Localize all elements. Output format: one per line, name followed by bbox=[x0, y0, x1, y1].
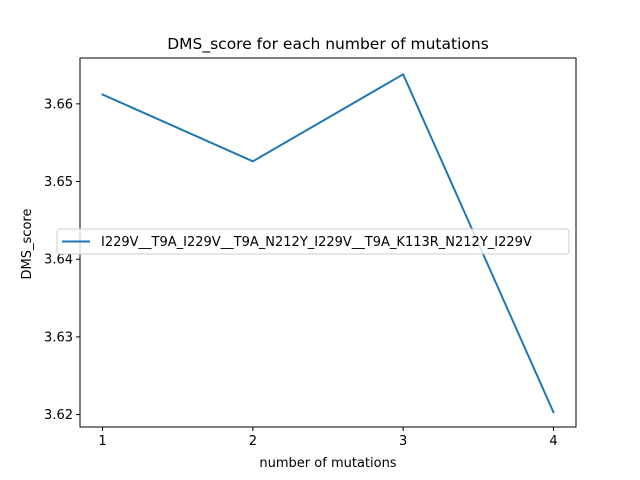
x-tick-label: 1 bbox=[98, 434, 106, 449]
y-tick-label: 3.65 bbox=[44, 175, 73, 190]
legend-label: I229V__T9A_I229V__T9A_N212Y_I229V__T9A_K… bbox=[101, 235, 532, 250]
y-tick-label: 3.66 bbox=[44, 97, 73, 112]
y-axis-title: DMS_score bbox=[20, 209, 35, 280]
y-tick-label: 3.63 bbox=[44, 330, 73, 345]
x-axis-title: number of mutations bbox=[259, 456, 396, 471]
y-tick-label: 3.62 bbox=[44, 408, 73, 423]
x-tick-label: 4 bbox=[549, 434, 557, 449]
x-tick-label: 2 bbox=[249, 434, 257, 449]
legend-box bbox=[56, 228, 570, 255]
legend: I229V__T9A_I229V__T9A_N212Y_I229V__T9A_K… bbox=[56, 228, 570, 255]
y-tick-label: 3.64 bbox=[44, 253, 73, 268]
chart-title: DMS_score for each number of mutations bbox=[167, 35, 489, 54]
x-tick-label: 3 bbox=[399, 434, 407, 449]
